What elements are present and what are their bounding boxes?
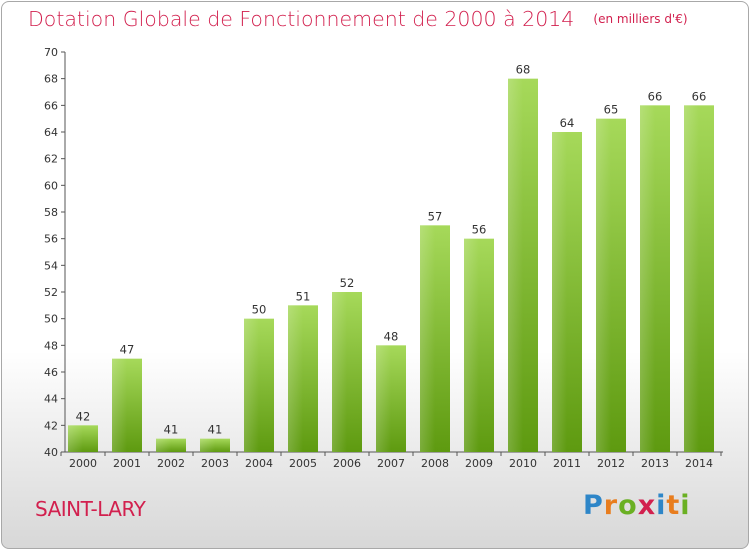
bar-value-label: 47 — [120, 343, 135, 357]
bar-highlight — [508, 78, 523, 453]
y-tick-label: 56 — [44, 233, 58, 246]
x-tick-label: 2007 — [377, 457, 405, 470]
chart-unit-note: (en milliers d'€) — [593, 12, 688, 26]
y-tick-label: 64 — [44, 126, 58, 139]
y-tick-label: 46 — [44, 366, 58, 379]
y-tick-label: 60 — [44, 179, 58, 192]
y-tick-label: 48 — [44, 339, 58, 352]
bar-highlight — [288, 305, 303, 452]
x-axis: 2000 2001 2002 2003 2004 2005 2006 2007 2008 2009… — [60, 451, 723, 470]
bar-highlight — [332, 292, 347, 452]
value-labels: 42 47 41 41 50 51 52 48 57 56 68 64 65 66 66 — [76, 63, 707, 437]
y-tick-label: 68 — [44, 73, 58, 86]
bar-value-label: 64 — [560, 116, 575, 130]
commune-name: SAINT-LARY — [35, 497, 146, 521]
chart-title: Dotation Globale de Fonctionnement de 20… — [28, 7, 575, 31]
x-tick-label: 2006 — [333, 457, 361, 470]
x-tick-label: 2012 — [597, 457, 625, 470]
chart-title-row: Dotation Globale de Fonctionnement de 20… — [28, 7, 688, 31]
bar-highlight — [552, 132, 567, 452]
y-tick-label: 58 — [44, 206, 58, 219]
bar-highlight — [200, 438, 215, 452]
x-tick-label: 2009 — [465, 457, 493, 470]
bar-value-label: 56 — [472, 223, 487, 237]
x-tick-label: 2002 — [157, 457, 185, 470]
bar-value-label: 66 — [692, 89, 707, 103]
y-tick-label: 50 — [44, 313, 58, 326]
bar-value-label: 42 — [76, 409, 91, 423]
x-tick-label: 2004 — [245, 457, 273, 470]
x-tick-label: 2008 — [421, 457, 449, 470]
bar-value-label: 52 — [340, 276, 355, 290]
proxiti-logo: Proxiti — [583, 490, 691, 521]
bar-value-label: 48 — [384, 329, 399, 343]
y-tick-label: 62 — [44, 153, 58, 166]
logo-letter: o — [618, 490, 638, 521]
y-tick-label: 66 — [44, 99, 58, 112]
bar-highlight — [420, 225, 435, 452]
y-tick-label: 40 — [44, 446, 58, 459]
x-tick-label: 2014 — [685, 457, 713, 470]
x-tick-label: 2000 — [69, 457, 97, 470]
bars — [68, 78, 714, 453]
x-tick-label: 2011 — [553, 457, 581, 470]
bar-value-label: 66 — [648, 89, 663, 103]
y-tick-label: 42 — [44, 419, 58, 432]
bar-highlight — [156, 438, 171, 452]
bar-highlight — [640, 105, 655, 452]
bar-value-label: 57 — [428, 209, 443, 223]
bar-highlight — [684, 105, 699, 452]
x-tick-label: 2010 — [509, 457, 537, 470]
y-tick-label: 54 — [44, 259, 58, 272]
bar-highlight — [112, 358, 127, 452]
logo-letter: i — [680, 490, 691, 521]
logo-letter: t — [666, 490, 681, 521]
y-tick-label: 52 — [44, 286, 58, 299]
x-tick-label: 2005 — [289, 457, 317, 470]
x-tick-label: 2001 — [113, 457, 141, 470]
bar-highlight — [68, 425, 83, 452]
y-tick-label: 44 — [44, 393, 58, 406]
bar-value-label: 41 — [208, 423, 223, 437]
x-tick-label: 2003 — [201, 457, 229, 470]
bar-value-label: 68 — [516, 63, 531, 77]
bar-value-label: 41 — [164, 423, 179, 437]
logo-letter: x — [637, 490, 657, 521]
bar-value-label: 51 — [296, 289, 311, 303]
logo-letter: r — [603, 490, 619, 521]
bar-highlight — [376, 345, 391, 452]
bar-highlight — [244, 318, 259, 452]
y-axis: 40 42 44 46 48 50 52 54 56 58 60 62 64 66 68 70 — [44, 46, 66, 459]
y-tick-label: 70 — [44, 46, 58, 59]
bar-value-label: 65 — [604, 103, 619, 117]
logo-letter: P — [583, 490, 604, 521]
bar-highlight — [464, 238, 479, 452]
x-tick-label: 2013 — [641, 457, 669, 470]
logo-letter: i — [656, 490, 667, 521]
bar-value-label: 50 — [252, 303, 267, 317]
bar-highlight — [596, 118, 611, 453]
